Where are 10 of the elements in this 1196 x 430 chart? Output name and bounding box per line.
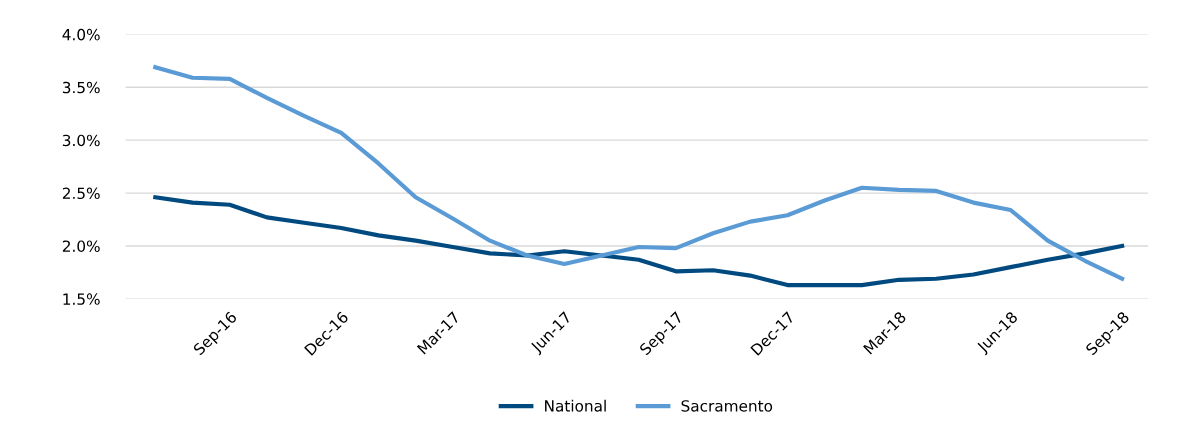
line-series bbox=[153, 65, 1125, 281]
y-tick-label: 3.5% bbox=[62, 81, 100, 94]
line-series bbox=[153, 195, 1125, 288]
y-tick-label: 4.0% bbox=[62, 28, 100, 41]
y-tick-label: 1.5% bbox=[63, 293, 100, 305]
y-tick-label: 3.0% bbox=[62, 134, 100, 147]
y-tick-label: 2.5% bbox=[62, 187, 100, 200]
y-tick-label: 2.0% bbox=[62, 240, 100, 252]
legend-label: Sacramento bbox=[681, 400, 773, 412]
legend-label: National bbox=[545, 399, 606, 412]
